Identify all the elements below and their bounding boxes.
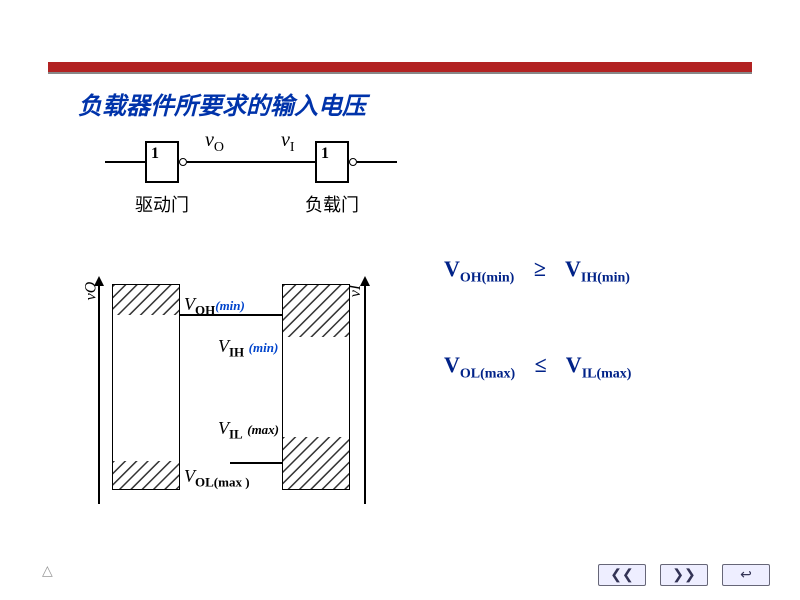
- vil-label: VIL (max): [218, 418, 279, 443]
- equation-1: VOH(min) ≥ VIH(min): [444, 256, 630, 286]
- next-button[interactable]: ❯❯: [660, 564, 708, 586]
- voh-label: VOH(min): [184, 294, 245, 319]
- accent-underline: [48, 72, 752, 74]
- hatch-bot: [283, 437, 349, 489]
- level-diagram: vO vI VOH(min) VIH (min) VIL (max) VOL(m…: [90, 270, 410, 530]
- input-bar: [282, 284, 350, 490]
- hatch-top: [113, 285, 179, 315]
- vo-label: vO: [205, 129, 224, 156]
- wire: [357, 161, 397, 163]
- accent-bar: [48, 62, 752, 72]
- equation-2: VOL(max) ≤ VIL(max): [444, 352, 631, 382]
- hatch-top: [283, 285, 349, 337]
- gate-diagram: 1 1 vO vI 驱动门 负载门: [105, 135, 405, 245]
- vo-arrow: [98, 284, 100, 504]
- vi-arrow: [364, 284, 366, 504]
- page-title: 负载器件所要求的输入电压: [78, 86, 366, 121]
- vi-axis-label: vI: [347, 285, 365, 297]
- gate-text: 1: [151, 145, 159, 163]
- driver-gate: 1: [145, 141, 179, 183]
- min-text: (min): [249, 340, 279, 355]
- prev-button[interactable]: ❮❮: [598, 564, 646, 586]
- vol-label: VOL(max ): [184, 466, 250, 491]
- wire: [105, 161, 145, 163]
- hatch-bot: [113, 461, 179, 489]
- vo-axis-label: vO: [82, 282, 100, 301]
- tick: [230, 462, 282, 464]
- max-text: (max): [247, 422, 279, 437]
- load-gate: 1: [315, 141, 349, 183]
- wire: [187, 161, 315, 163]
- inverter-dot: [349, 158, 357, 166]
- corner-mark: △: [42, 563, 53, 580]
- output-bar: [112, 284, 180, 490]
- nav-buttons: ❮❮ ❯❯ ↩: [598, 564, 770, 586]
- driver-caption: 驱动门: [135, 191, 189, 217]
- back-button[interactable]: ↩: [722, 564, 770, 586]
- vih-label: VIH (min): [218, 336, 278, 361]
- min-text: (min): [215, 298, 245, 313]
- gate-text: 1: [321, 145, 329, 163]
- inverter-dot: [179, 158, 187, 166]
- load-caption: 负载门: [305, 191, 359, 217]
- vi-label: vI: [281, 129, 295, 156]
